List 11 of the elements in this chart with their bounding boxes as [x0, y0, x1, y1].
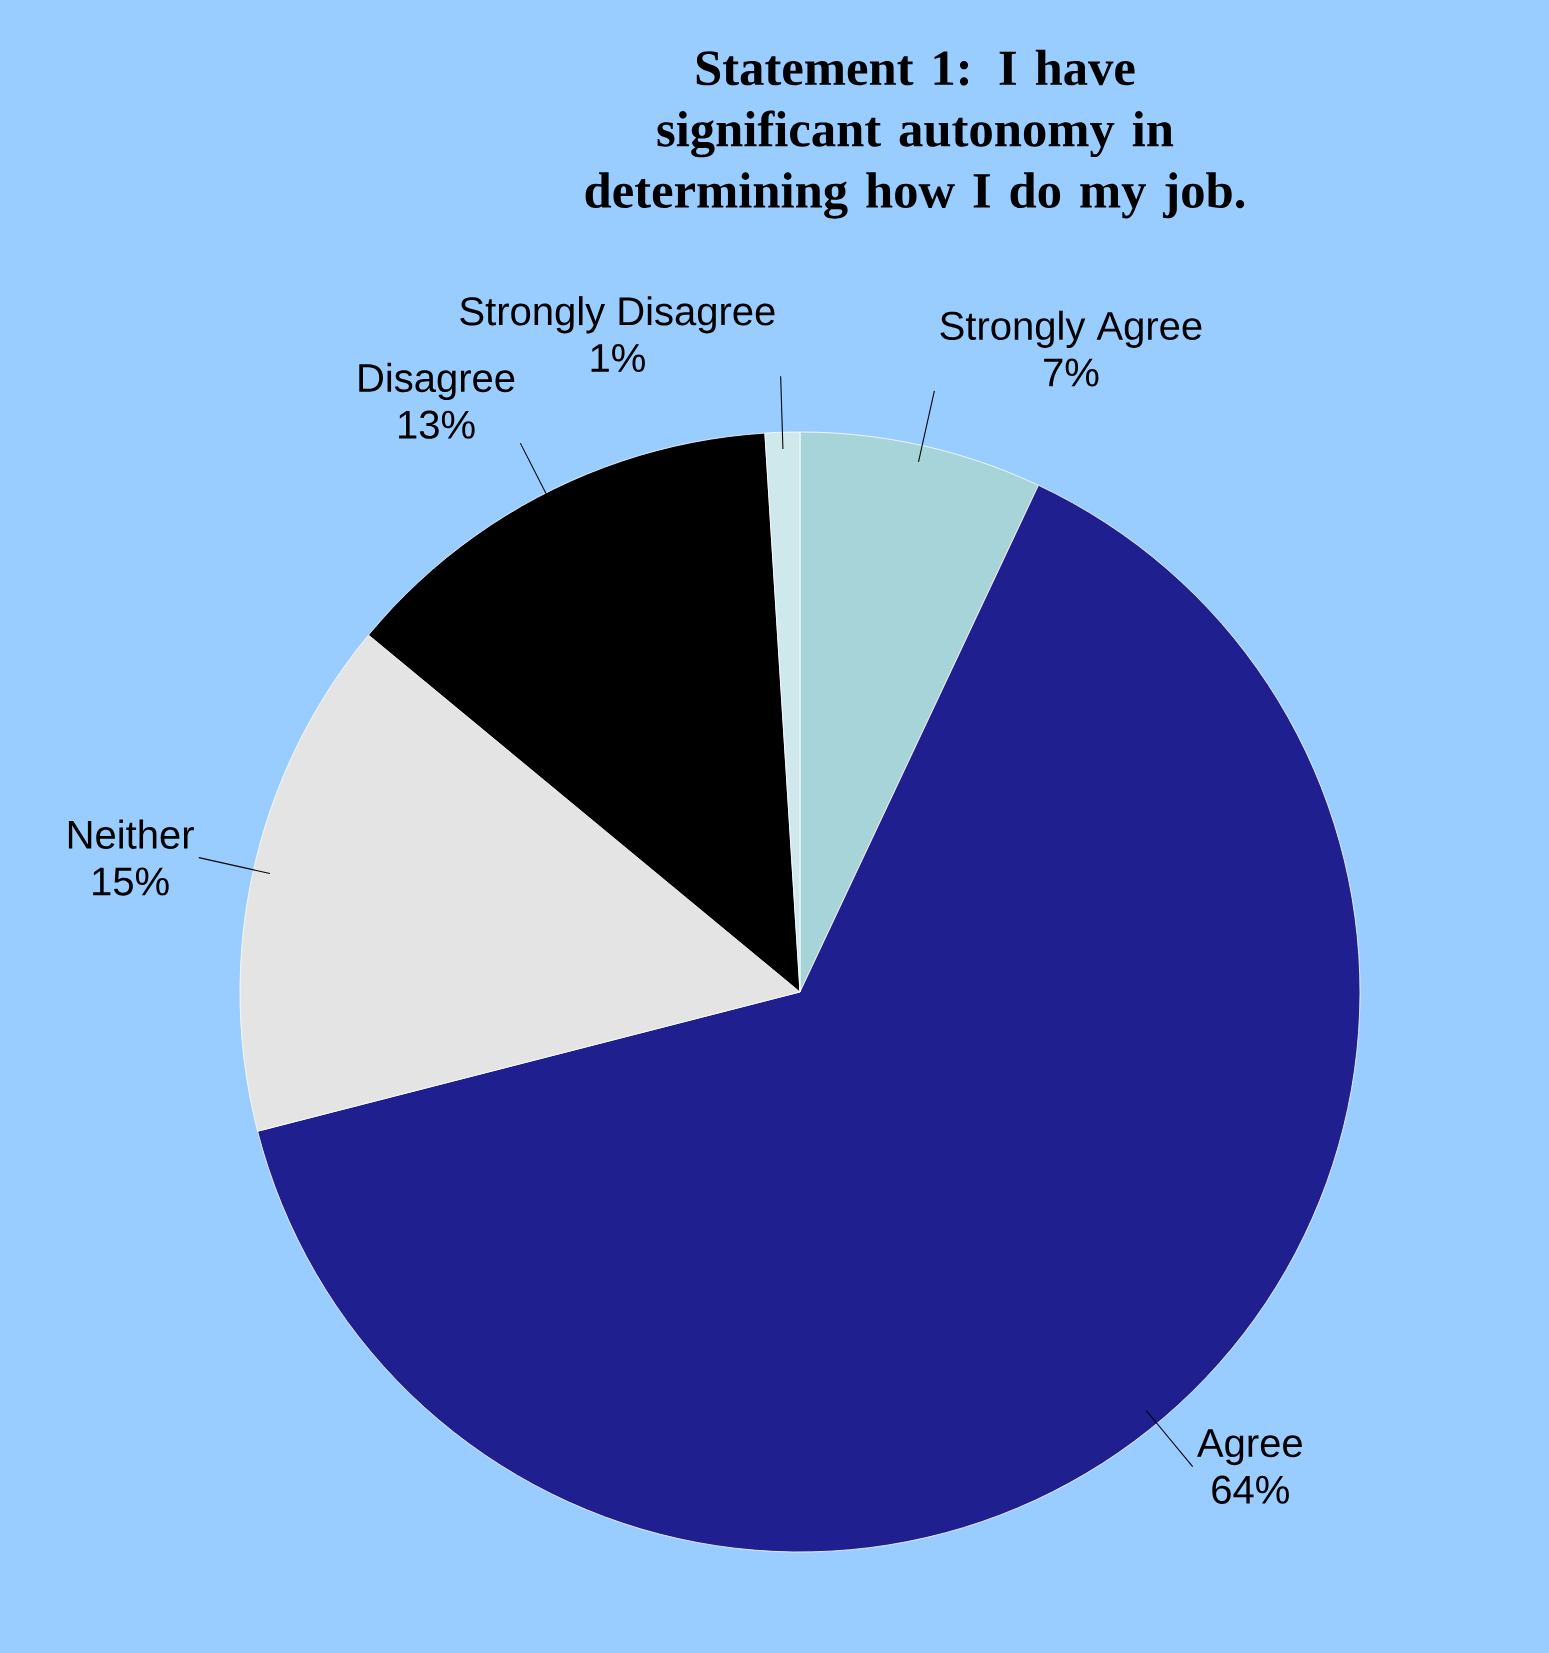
data-label: 13% [399, 410, 475, 439]
slice-label: Disagree [359, 362, 515, 401]
data-label: 1% [591, 344, 645, 373]
slice-label: Neither [68, 819, 194, 849]
slice-label: Strongly Disagree [460, 296, 775, 334]
slice-label: Strongly Agree [940, 310, 1202, 348]
chart-title: Statement 1: I have significant autonomy in determining how I do my job. [585, 49, 1245, 219]
data-label: 64% [1212, 1475, 1289, 1504]
slice-label: Agree [1197, 1429, 1302, 1466]
data-label: 7% [1044, 358, 1099, 387]
data-label: 15% [93, 867, 169, 896]
